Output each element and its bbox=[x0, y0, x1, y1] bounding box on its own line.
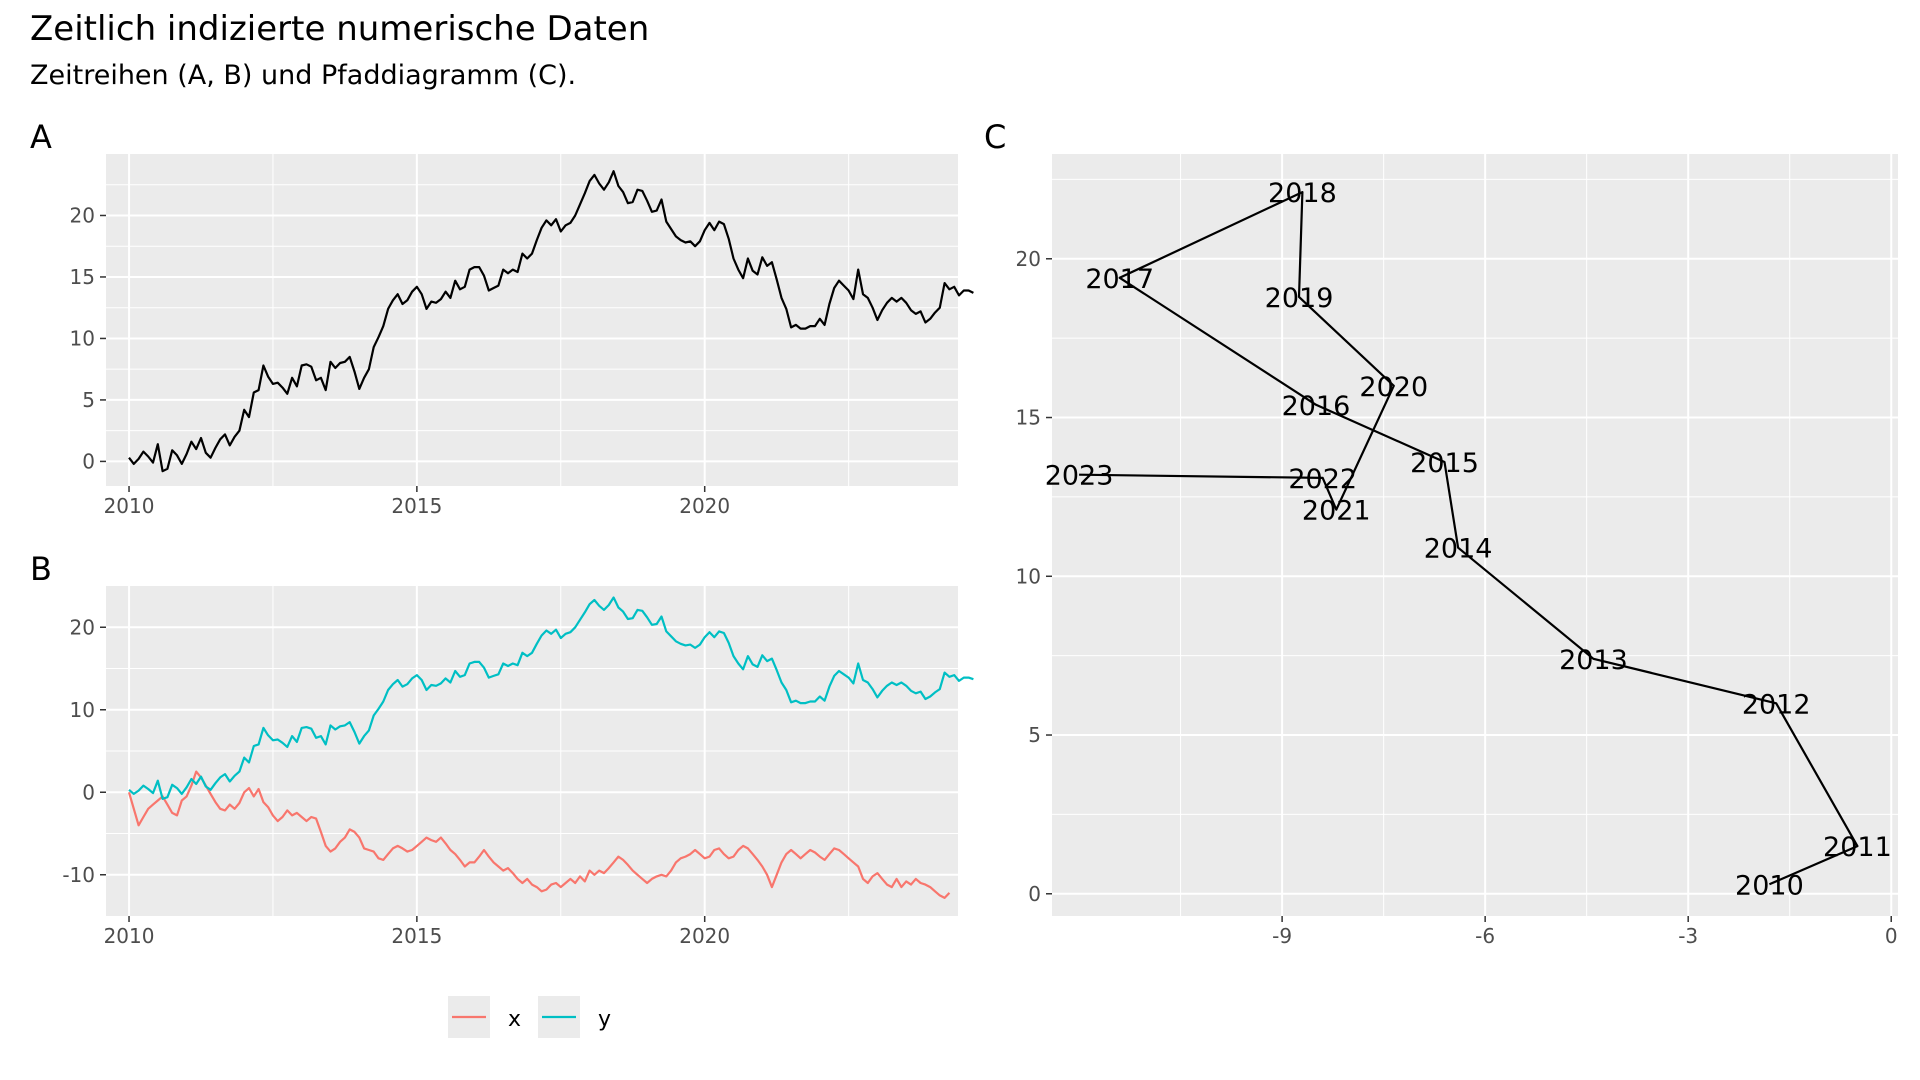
panel-a-tag: A bbox=[30, 118, 52, 156]
y-tick-label: 10 bbox=[1016, 564, 1041, 588]
x-tick-label: -6 bbox=[1475, 924, 1495, 948]
y-tick-label: 15 bbox=[70, 265, 95, 289]
y-tick-label: 10 bbox=[70, 698, 95, 722]
panel-c-year-labels: 2010 2011 2012 2013 2014 2015 2016 2017 2018 2019… bbox=[1045, 178, 1892, 901]
y-tick-label: 0 bbox=[82, 449, 95, 473]
panel-a-grid bbox=[106, 154, 958, 486]
y-tick-label: 0 bbox=[1028, 882, 1041, 906]
year-label-2010: 2010 bbox=[1735, 870, 1804, 901]
y-tick-label: 20 bbox=[70, 203, 95, 227]
x-tick-label: 2020 bbox=[679, 494, 730, 518]
y-tick-label: -10 bbox=[62, 863, 95, 887]
x-tick-label: -9 bbox=[1272, 924, 1292, 948]
panel-b: B 2010 2015 2020 -10 0 10 20 bbox=[30, 550, 974, 948]
legend: x y bbox=[448, 996, 611, 1038]
panel-c-background bbox=[1052, 154, 1898, 916]
path-line bbox=[1079, 191, 1859, 886]
y-tick-label: 0 bbox=[82, 780, 95, 804]
x-tick-label: -3 bbox=[1678, 924, 1698, 948]
panel-b-series bbox=[127, 596, 974, 900]
panel-c-grid bbox=[1052, 154, 1898, 916]
year-label-2013: 2013 bbox=[1559, 645, 1628, 676]
y-tick-label: 15 bbox=[1016, 406, 1041, 430]
panel-a-series bbox=[128, 170, 974, 473]
x-tick-label: 2015 bbox=[391, 924, 442, 948]
panel-b-grid bbox=[106, 586, 958, 916]
year-label-2016: 2016 bbox=[1282, 391, 1351, 422]
y-tick-label: 10 bbox=[70, 326, 95, 350]
year-label-2014: 2014 bbox=[1424, 534, 1493, 565]
panel-c-ticks: -9 -6 -3 0 0 5 10 15 20 bbox=[1016, 247, 1898, 948]
year-label-2011: 2011 bbox=[1823, 832, 1892, 863]
panel-b-ticks: 2010 2015 2020 -10 0 10 20 bbox=[62, 615, 730, 948]
x-tick-label: 2010 bbox=[104, 494, 155, 518]
year-label-2022: 2022 bbox=[1288, 464, 1357, 495]
figure-title: Zeitlich indizierte numerische Daten bbox=[30, 9, 649, 49]
panel-b-tag: B bbox=[30, 550, 52, 588]
y-tick-label: 20 bbox=[1016, 247, 1041, 271]
panel-a-ticks: 2010 2015 2020 0 5 10 15 20 bbox=[70, 203, 731, 518]
x-tick-label: 2010 bbox=[104, 924, 155, 948]
year-label-2015: 2015 bbox=[1410, 448, 1479, 479]
year-label-2023: 2023 bbox=[1045, 461, 1114, 492]
year-label-2012: 2012 bbox=[1742, 689, 1811, 720]
x-tick-label: 0 bbox=[1885, 924, 1898, 948]
x-tick-label: 2015 bbox=[391, 494, 442, 518]
panel-c-tag: C bbox=[984, 118, 1006, 156]
year-label-2021: 2021 bbox=[1302, 496, 1371, 527]
series-line-x bbox=[127, 770, 951, 900]
panel-a: A 2010 2015 2020 0 5 10 15 20 bbox=[30, 118, 974, 518]
y-tick-label: 5 bbox=[82, 388, 95, 412]
y-tick-label: 5 bbox=[1028, 723, 1041, 747]
y-tick-label: 20 bbox=[70, 615, 95, 639]
series-line-y bbox=[128, 170, 974, 473]
year-label-2018: 2018 bbox=[1268, 178, 1337, 209]
year-label-2020: 2020 bbox=[1359, 372, 1428, 403]
series-line-y bbox=[128, 596, 974, 801]
legend-label-y: y bbox=[598, 1007, 611, 1032]
x-tick-label: 2020 bbox=[679, 924, 730, 948]
figure-subtitle: Zeitreihen (A, B) und Pfaddiagramm (C). bbox=[30, 60, 576, 91]
legend-label-x: x bbox=[508, 1007, 521, 1032]
panel-c-path bbox=[1079, 191, 1859, 886]
year-label-2019: 2019 bbox=[1265, 283, 1334, 314]
year-label-2017: 2017 bbox=[1085, 264, 1154, 295]
